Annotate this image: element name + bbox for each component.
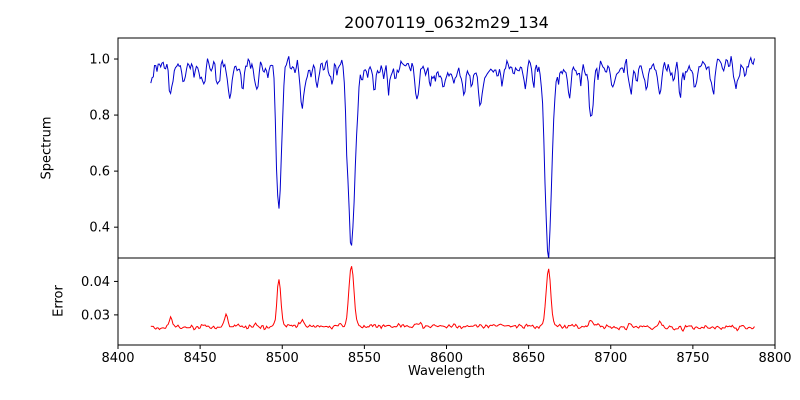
error-panel-border bbox=[117, 257, 776, 346]
error-y-axis-label: Error bbox=[51, 285, 67, 317]
x-axis-label: Wavelength bbox=[407, 364, 486, 379]
x-tick-label: 8400 bbox=[101, 351, 134, 366]
spectrum-y-tick-label: 0.4 bbox=[89, 221, 110, 236]
x-tick-label: 8700 bbox=[594, 351, 627, 366]
spectrum-panel-border bbox=[117, 37, 776, 259]
chart-title: 20070119_0632m29_134 bbox=[344, 13, 549, 32]
spectrum-y-tick-label: 0.6 bbox=[89, 165, 110, 180]
spectrum-line bbox=[150, 56, 755, 258]
spectrum-y-tick-label: 0.8 bbox=[89, 109, 110, 124]
x-tick-label: 8500 bbox=[266, 351, 299, 366]
spectrum-y-tick-label: 1.0 bbox=[89, 53, 110, 68]
x-tick-label: 8800 bbox=[758, 351, 791, 366]
x-tick-label: 8750 bbox=[676, 351, 709, 366]
x-tick-label: 8600 bbox=[430, 351, 463, 366]
spectrum-y-axis-label: Spectrum bbox=[39, 116, 55, 180]
error-y-tick-label: 0.04 bbox=[81, 275, 110, 290]
error-line bbox=[150, 266, 755, 333]
error-y-tick-label: 0.03 bbox=[81, 308, 110, 323]
x-tick-label: 8550 bbox=[348, 351, 381, 366]
x-tick-label: 8650 bbox=[512, 351, 545, 366]
x-tick-label: 8450 bbox=[184, 351, 217, 366]
